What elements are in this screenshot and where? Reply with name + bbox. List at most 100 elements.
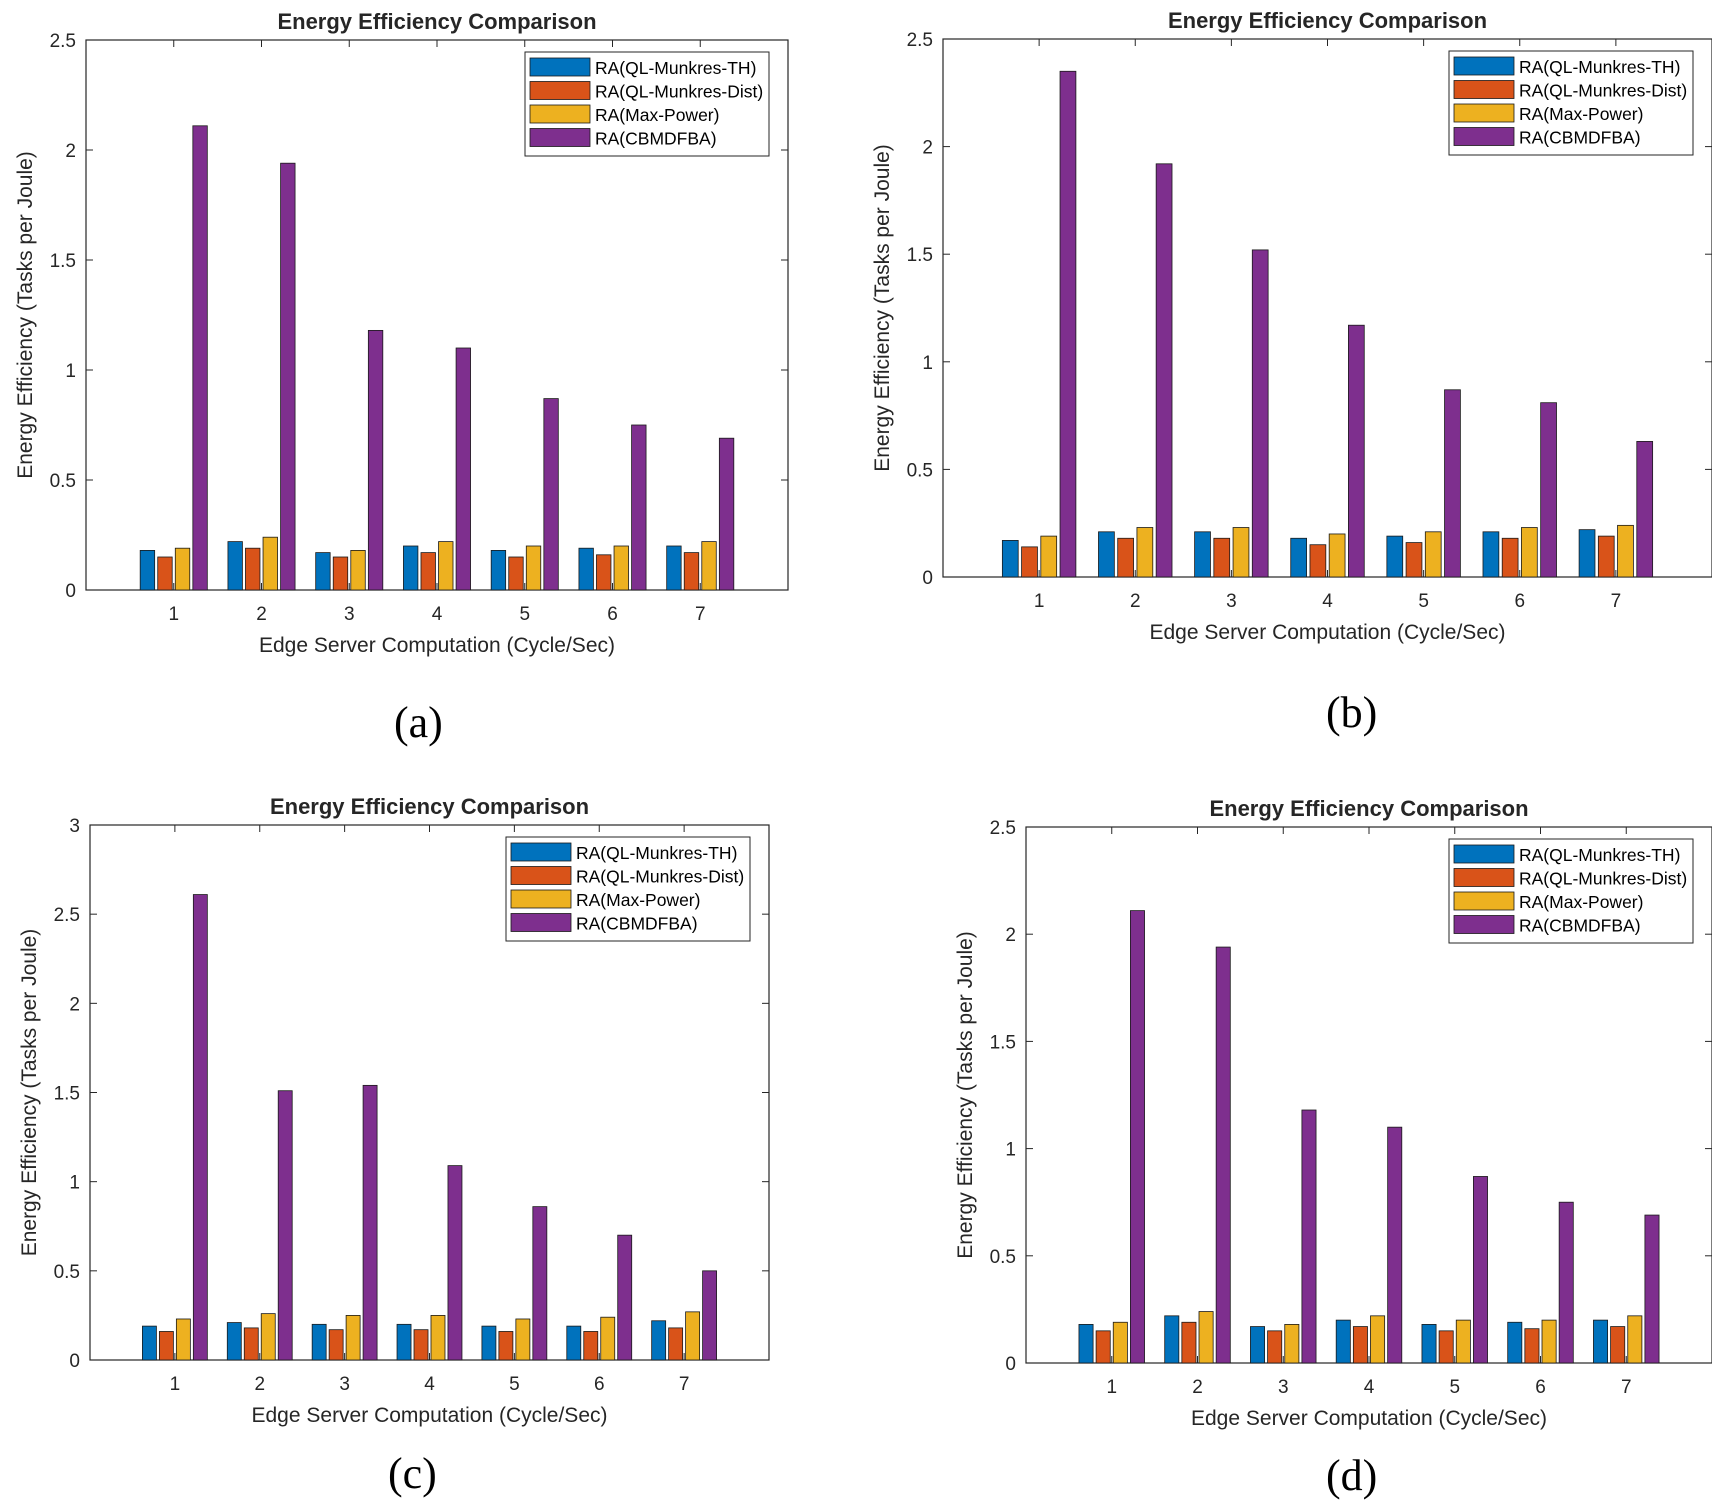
legend-swatch: [529, 57, 591, 77]
x-tick-label: 6: [607, 604, 618, 625]
bar: [311, 1323, 327, 1361]
chart-title: Energy Efficiency Comparison: [270, 794, 589, 819]
bar: [543, 398, 559, 591]
bar: [430, 1315, 446, 1361]
bar: [367, 329, 384, 591]
chart-title: Energy Efficiency Comparison: [1168, 8, 1487, 33]
bar: [583, 1331, 599, 1361]
y-tick-label: 2: [65, 141, 76, 162]
bar: [1328, 533, 1346, 578]
legend-swatch: [510, 913, 572, 932]
legend: RA(QL-Munkres-TH) RA(QL-Munkres-Dist) RA(M…: [1448, 838, 1694, 944]
x-tick-label: 6: [1535, 1377, 1546, 1398]
legend-swatch: [1453, 844, 1515, 864]
bar: [280, 162, 296, 591]
bar: [1059, 70, 1077, 578]
y-tick-label: 2: [1005, 925, 1016, 946]
y-tick-label: 0.5: [50, 471, 76, 492]
bar: [1301, 1109, 1317, 1364]
x-tick-label: 2: [256, 604, 267, 625]
y-axis-label: Energy Efficiency (Tasks per Joule): [18, 929, 41, 1257]
bar: [192, 894, 208, 1361]
bar: [1335, 1319, 1351, 1364]
y-tick-label: 1: [1005, 1140, 1016, 1161]
bar: [174, 547, 191, 591]
bar: [1001, 540, 1019, 578]
chart-panel-b: 0 0.5 1 1.5 2 2.5 1 2 3 4 5 6 7 Energy Efficiency Com…: [856, 0, 1712, 751]
x-tick-label: 5: [1449, 1377, 1460, 1398]
y-tick-label: 1.5: [990, 1032, 1016, 1053]
legend-swatch: [529, 81, 591, 100]
x-tick-label: 1: [168, 604, 179, 625]
bar: [685, 1311, 701, 1361]
x-tick-label: 6: [1514, 591, 1525, 612]
bar: [1284, 1324, 1300, 1364]
bar: [1181, 1321, 1197, 1364]
x-tick-label: 5: [509, 1374, 520, 1395]
bar: [596, 554, 612, 591]
legend-label: RA(CBMDFBA): [1519, 128, 1641, 148]
chart-title: Energy Efficiency Comparison: [1209, 796, 1528, 821]
bar: [227, 541, 243, 591]
x-tick-label: 7: [1621, 1377, 1632, 1398]
bar: [192, 125, 208, 591]
y-tick-label: 0.5: [54, 1262, 80, 1283]
y-tick-label: 2.5: [990, 818, 1016, 839]
bar: [718, 437, 735, 591]
y-tick-label: 1: [69, 1173, 80, 1194]
bar: [1387, 1126, 1403, 1364]
y-tick-label: 1.5: [54, 1084, 80, 1105]
chart-a: 0 0.5 1 1.5 2 2.5 1 2 3 4 5 6 7 Energy Efficiency Com…: [14, 9, 789, 657]
legend-swatch: [1453, 891, 1515, 911]
bar: [350, 550, 366, 591]
y-tick-label: 2: [922, 138, 933, 159]
legend: RA(QL-Munkres-TH) RA(QL-Munkres-Dist) RA(M…: [1448, 50, 1694, 156]
bar: [1098, 531, 1115, 578]
legend-swatch: [1453, 103, 1515, 123]
y-axis-label: Energy Efficiency (Tasks per Joule): [14, 151, 37, 479]
legend-label: RA(QL-Munkres-TH): [595, 58, 756, 78]
bar: [1444, 389, 1461, 578]
bar: [245, 547, 261, 591]
bar: [1501, 537, 1519, 578]
bar: [226, 1322, 242, 1361]
bar: [1250, 1326, 1265, 1364]
bar: [701, 541, 717, 591]
legend: RA(QL-Munkres-TH) RA(QL-Munkres-Dist) RA(M…: [505, 836, 751, 942]
x-tick-label: 3: [344, 604, 355, 625]
bar: [157, 556, 173, 591]
bar: [1095, 1330, 1111, 1364]
legend-label: RA(QL-Munkres-Dist): [1519, 81, 1687, 101]
legend: RA(QL-Munkres-TH) RA(QL-Munkres-Dist) RA(M…: [524, 51, 770, 157]
bar: [1198, 1311, 1214, 1364]
bar: [362, 1084, 378, 1361]
bar: [578, 547, 594, 591]
bar: [1610, 1326, 1626, 1364]
bar: [508, 556, 524, 591]
x-tick-label: 4: [432, 604, 443, 625]
legend-label: RA(CBMDFBA): [1519, 916, 1641, 936]
y-tick-label: 0: [65, 581, 76, 602]
legend-swatch: [510, 842, 572, 862]
bar: [1578, 529, 1596, 578]
bar: [1155, 163, 1173, 578]
x-tick-label: 3: [1278, 1377, 1289, 1398]
bar: [260, 1313, 276, 1361]
legend-label: RA(QL-Munkres-Dist): [1519, 869, 1687, 889]
legend-label: RA(QL-Munkres-TH): [1519, 57, 1680, 77]
x-tick-label: 2: [1130, 591, 1141, 612]
bar: [1251, 249, 1269, 578]
caption-b: (b): [1326, 688, 1378, 737]
bar: [1473, 1176, 1488, 1364]
legend-label: RA(QL-Munkres-Dist): [576, 867, 744, 887]
legend-label: RA(Max-Power): [595, 105, 719, 125]
x-axis-label: Edge Server Computation (Cycle/Sec): [259, 634, 615, 657]
y-axis-label: Energy Efficiency (Tasks per Joule): [954, 931, 977, 1259]
bar: [1213, 537, 1231, 578]
bar: [328, 1329, 344, 1361]
bar: [1117, 537, 1134, 578]
bar: [1348, 324, 1365, 578]
y-tick-label: 0: [69, 1351, 80, 1372]
bar: [1541, 1319, 1557, 1364]
legend-label: RA(QL-Munkres-TH): [576, 843, 737, 863]
